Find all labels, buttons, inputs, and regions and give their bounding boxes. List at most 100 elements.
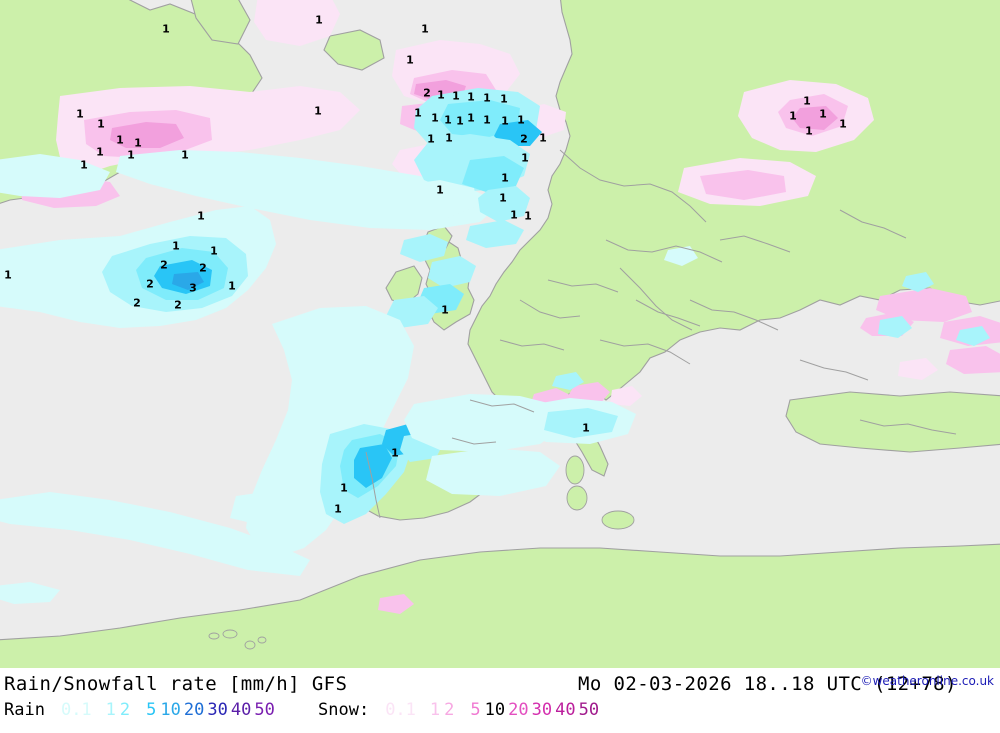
rain-area-swiss-cell	[552, 372, 584, 390]
island-sicily	[601, 510, 635, 530]
border-ukraine-w	[689, 299, 779, 331]
snow-legend-value: 0.1	[385, 700, 416, 720]
precip-value: 3	[189, 281, 197, 295]
rain-area-blacksea-cell	[878, 316, 912, 338]
precip-value: 1	[789, 109, 797, 123]
snow-area-belarus-core	[700, 170, 786, 200]
precip-value: 1	[181, 148, 189, 162]
precip-value: 1	[436, 183, 444, 197]
precip-value: 1	[517, 113, 525, 127]
snow-area-natlantic-peak	[110, 122, 184, 148]
rain-fields	[0, 88, 990, 604]
precip-value: 2	[133, 296, 141, 310]
copyright-notice: ©weatheronline.co.uk	[860, 674, 994, 688]
precip-value: 1	[805, 124, 813, 138]
precip-value: 1	[116, 133, 124, 147]
border-baltic	[559, 149, 707, 223]
precip-value: 1	[501, 171, 509, 185]
precip-value: 1	[467, 90, 475, 104]
rain-legend-value: 2	[119, 700, 131, 720]
snow-legend: Snow: 0.1 1 2 5 10 20 30 40 50	[318, 700, 599, 720]
precip-value: 1	[391, 446, 399, 460]
land-iceland	[323, 29, 385, 71]
precip-value: 1	[445, 131, 453, 145]
footer-title-row: Rain/Snowfall rate [mm/h] GFS Mo 02-03-2…	[0, 670, 1000, 700]
map-graphic	[0, 0, 1000, 668]
precip-value: 1	[427, 132, 435, 146]
precip-value: 1	[444, 113, 452, 127]
rain-area-spain-east	[426, 448, 560, 496]
chart-title: Rain/Snowfall rate [mm/h] GFS	[4, 673, 348, 695]
border-france-n	[499, 339, 565, 351]
legend-row: Rain 0.1 1 2 5 10 20 30 40 50 Snow: 0.1 1 2 5 10 20 30…	[0, 700, 1000, 730]
precip-value: 1	[524, 209, 532, 223]
land-greenland	[190, 0, 251, 45]
rain-legend-value: 30	[207, 700, 228, 720]
precip-value: 1	[499, 191, 507, 205]
rain-legend-value: 10	[160, 700, 181, 720]
precip-value: 1	[162, 22, 170, 36]
snow-legend-value: 2	[444, 700, 455, 720]
rain-legend-value: 50	[254, 700, 275, 720]
precip-value: 1	[340, 481, 348, 495]
rain-legend-value: 0.1	[60, 700, 92, 720]
island-sardinia	[566, 485, 588, 511]
precip-value: 1	[452, 89, 460, 103]
rain-legend-value: 20	[183, 700, 205, 720]
rain-legend-value: 5	[146, 700, 157, 720]
precip-value: 1	[803, 94, 811, 108]
snow-legend-value: 50	[578, 700, 600, 720]
rain-area-sw-patch	[0, 582, 60, 604]
snow-legend-label: Snow:	[318, 700, 370, 720]
precip-value: 1	[467, 111, 475, 125]
precip-value: 1	[501, 114, 509, 128]
rain-legend-scale: 0.1 1 2 5 10 20 30 40 50	[51, 700, 275, 720]
snow-legend-value: 10	[484, 700, 506, 720]
rain-area-west-band	[0, 154, 110, 198]
border-belarus-n	[719, 235, 791, 253]
island-canary-4	[257, 636, 267, 644]
land-turkey	[785, 391, 1000, 453]
rain-legend-value: 1	[105, 700, 116, 720]
precip-value: 1	[437, 88, 445, 102]
rain-area-hebrides	[400, 234, 448, 262]
rain-legend-value: 40	[230, 700, 252, 720]
land-north-africa	[0, 543, 1000, 668]
border-georgia	[799, 359, 869, 381]
precip-value: 1	[406, 53, 414, 67]
border-portugal	[365, 451, 381, 519]
precip-value: 1	[483, 91, 491, 105]
map-footer: Rain/Snowfall rate [mm/h] GFS Mo 02-03-2…	[0, 668, 1000, 733]
snow-legend-value: 5	[470, 700, 481, 720]
precip-value: 1	[839, 117, 847, 131]
island-corsica	[565, 455, 585, 485]
islands	[208, 455, 635, 650]
snow-legend-value: 40	[555, 700, 576, 720]
rain-area-skagerrak	[478, 186, 530, 222]
snow-area-labrador	[254, 0, 340, 46]
precip-value: 1	[134, 136, 142, 150]
border-benelux	[519, 299, 581, 319]
precip-value: 1	[414, 106, 422, 120]
precip-value: 1	[431, 111, 439, 125]
forecast-run-time: Mo 02-03-2026 18..18 UTC (12+78)	[578, 673, 957, 695]
precip-value: 1	[97, 117, 105, 131]
precip-value: 1	[483, 113, 491, 127]
precip-value: 1	[334, 502, 342, 516]
rain-area-ukraine-cell	[902, 272, 934, 292]
rain-legend: Rain 0.1 1 2 5 10 20 30 40 50	[4, 700, 275, 720]
precip-value: 1	[819, 107, 827, 121]
island-canary-3	[244, 640, 256, 650]
rain-area-portugal-peak	[354, 444, 392, 488]
precip-value: 1	[500, 92, 508, 106]
precip-value: 1	[315, 13, 323, 27]
precip-value: 1	[76, 107, 84, 121]
rain-area-north-scotland	[466, 220, 524, 248]
border-pyrenees	[451, 437, 497, 445]
precip-value: 1	[210, 244, 218, 258]
border-russia-s	[839, 209, 907, 239]
rain-area-atlantic-peak	[172, 272, 204, 290]
rain-area-nsea-south-core	[462, 156, 524, 192]
